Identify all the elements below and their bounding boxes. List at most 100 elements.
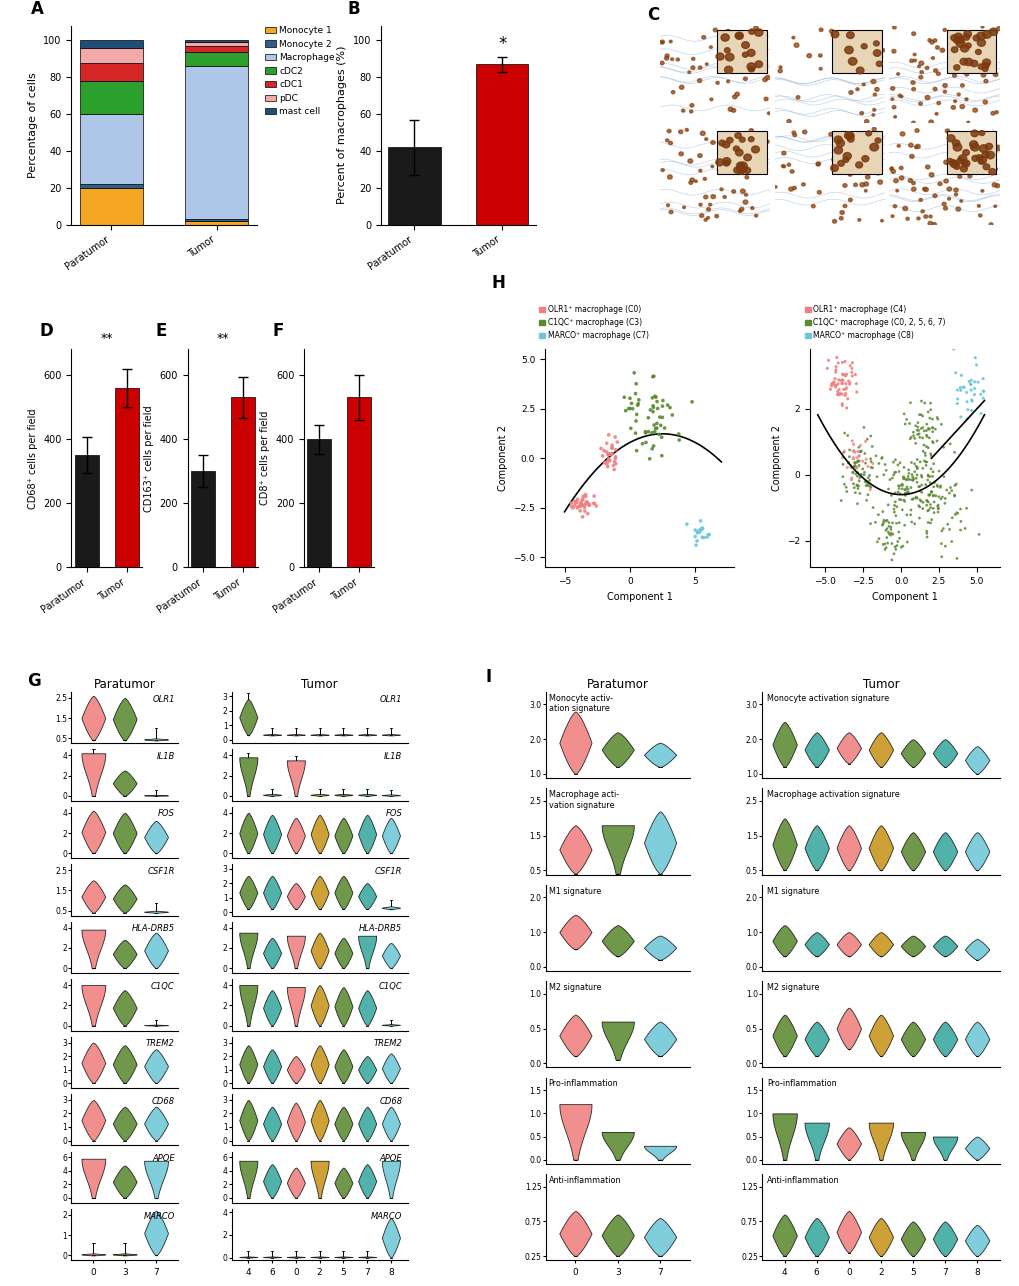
Point (821, 379, 838, 400)
Point (903, 469, 919, 490)
Circle shape (950, 35, 957, 41)
Circle shape (754, 28, 762, 36)
Point (848, 373, 864, 394)
Circle shape (990, 131, 994, 134)
Circle shape (698, 170, 701, 172)
Point (853, 464, 869, 485)
Point (644, 396, 660, 417)
Point (849, 494, 865, 514)
Circle shape (738, 159, 742, 163)
Point (891, 529, 907, 549)
Circle shape (909, 154, 913, 158)
Point (911, 451, 927, 472)
Circle shape (942, 84, 947, 87)
Point (891, 512, 907, 532)
Point (851, 484, 867, 504)
Circle shape (738, 170, 743, 175)
Point (845, 477, 861, 498)
Text: **: ** (100, 332, 113, 345)
Point (830, 379, 847, 400)
Circle shape (712, 28, 716, 32)
Circle shape (726, 138, 733, 143)
Circle shape (664, 57, 668, 60)
Circle shape (720, 33, 729, 41)
Circle shape (766, 112, 769, 114)
Circle shape (893, 179, 898, 183)
Circle shape (735, 149, 742, 156)
Point (834, 448, 850, 468)
Point (846, 453, 862, 473)
Text: A: A (31, 0, 44, 18)
Circle shape (671, 90, 675, 94)
Point (890, 478, 906, 499)
Circle shape (945, 129, 949, 132)
Point (693, 518, 709, 539)
Circle shape (951, 105, 955, 109)
Point (648, 413, 664, 433)
Circle shape (932, 68, 936, 72)
Point (856, 472, 872, 493)
Point (884, 451, 901, 472)
Circle shape (857, 219, 860, 221)
Circle shape (988, 28, 997, 36)
Point (859, 476, 875, 496)
Circle shape (791, 131, 795, 134)
Point (897, 485, 913, 505)
Point (919, 418, 935, 439)
Point (605, 451, 622, 472)
Point (932, 547, 949, 567)
Point (903, 489, 919, 509)
Point (836, 441, 852, 462)
Circle shape (792, 186, 796, 189)
Circle shape (972, 108, 976, 112)
Circle shape (932, 39, 935, 42)
Point (604, 455, 621, 476)
Text: HLA-DRB5: HLA-DRB5 (131, 925, 174, 934)
Point (894, 536, 910, 557)
Point (637, 422, 653, 442)
Circle shape (777, 69, 782, 73)
Point (974, 368, 990, 388)
Point (952, 511, 968, 531)
Circle shape (911, 121, 914, 125)
Point (874, 512, 891, 532)
Circle shape (943, 90, 946, 93)
Point (918, 527, 934, 548)
Bar (307, 439, 331, 567)
Point (880, 512, 897, 532)
Circle shape (859, 139, 862, 141)
Point (837, 379, 853, 400)
Point (946, 486, 962, 507)
Circle shape (723, 48, 730, 53)
Point (848, 451, 864, 472)
Circle shape (843, 204, 846, 207)
Point (962, 379, 978, 400)
Circle shape (980, 26, 983, 28)
Point (833, 373, 849, 394)
Point (959, 400, 975, 421)
Circle shape (996, 145, 999, 148)
Point (836, 351, 852, 372)
Point (974, 388, 990, 409)
Legend: OLR1⁺ macrophage (C0), C1QC⁺ macrophage (C3), MARCO⁺ macrophage (C7): OLR1⁺ macrophage (C0), C1QC⁺ macrophage … (539, 305, 648, 340)
Circle shape (889, 167, 893, 170)
Circle shape (928, 172, 933, 177)
Point (925, 472, 942, 493)
Point (918, 491, 934, 512)
Point (836, 423, 852, 444)
Point (630, 394, 646, 414)
Point (858, 472, 874, 493)
Point (698, 527, 714, 548)
Point (653, 396, 669, 417)
Point (688, 531, 704, 552)
Point (924, 462, 941, 482)
Circle shape (975, 132, 980, 136)
Circle shape (738, 162, 747, 170)
Point (845, 449, 861, 469)
Bar (388, 148, 440, 225)
Point (845, 473, 861, 494)
Circle shape (865, 175, 869, 179)
Text: APOE: APOE (379, 1154, 401, 1163)
Point (569, 498, 585, 518)
Point (864, 498, 880, 518)
